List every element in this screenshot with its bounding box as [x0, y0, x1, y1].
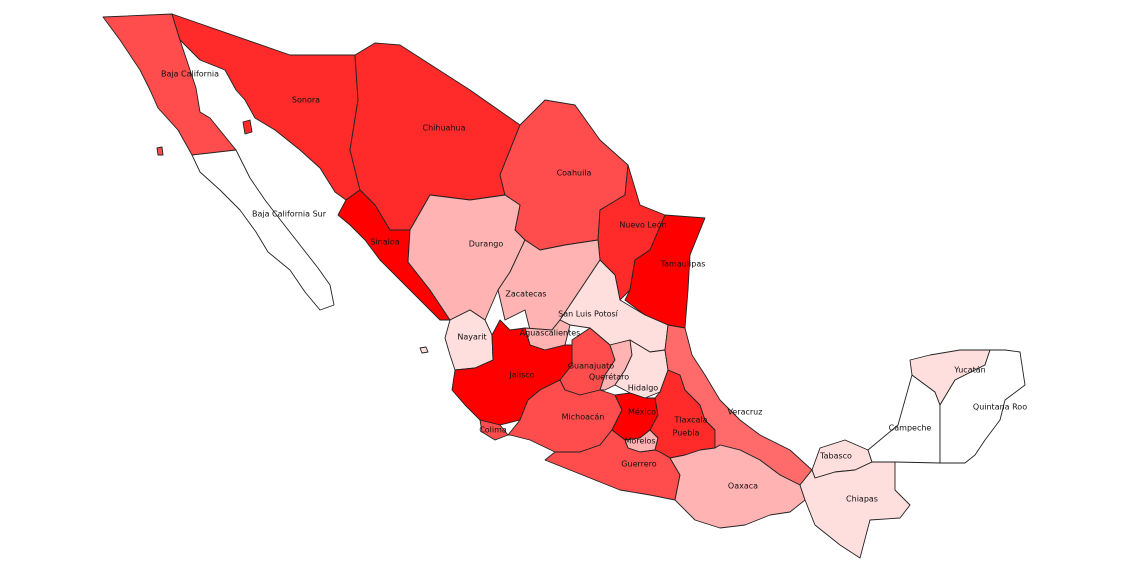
label-zacatecas: Zacatecas — [505, 290, 546, 299]
label-chihuahua: Chihuahua — [423, 124, 466, 133]
label-yucatan: Yucatán — [953, 366, 985, 375]
label-nayarit: Nayarit — [457, 333, 486, 342]
island-cedros — [156, 146, 164, 156]
label-campeche: Campeche — [889, 424, 932, 433]
state-colima[interactable] — [479, 419, 509, 441]
label-nuevo-leon: Nuevo León — [619, 220, 666, 230]
label-san-luis-potosi: San Luis Potosí — [558, 310, 619, 319]
label-mexico: México — [628, 407, 656, 417]
label-aguascalientes: Aguascalientes — [520, 329, 581, 338]
label-sinaloa: Sinaloa — [370, 238, 399, 247]
label-coahuila: Coahuila — [557, 169, 592, 178]
label-chiapas: Chiapas — [846, 495, 878, 504]
label-guerrero: Guerrero — [621, 460, 656, 469]
state-chiapas[interactable] — [799, 461, 911, 559]
label-hidalgo: Hidalgo — [628, 384, 659, 393]
label-sonora: Sonora — [292, 96, 320, 105]
label-durango: Durango — [469, 240, 504, 249]
state-sinaloa[interactable] — [337, 189, 451, 321]
label-tlaxcala: Tlaxcala — [673, 416, 707, 425]
label-morelos: Morelos — [624, 437, 655, 446]
state-guerrero[interactable] — [544, 429, 681, 501]
island-tiburon — [242, 119, 253, 135]
label-tamaulipas: Tamaulipas — [660, 260, 706, 269]
island-marias — [419, 346, 429, 354]
label-colima: Colima — [479, 426, 507, 435]
label-guanajuato: Guanajuato — [568, 362, 614, 371]
state-quintana-roo[interactable] — [939, 349, 1026, 464]
label-veracruz: Veracruz — [728, 408, 763, 417]
label-jalisco: Jalisco — [508, 371, 534, 380]
label-quintana-roo: Quintana Roo — [973, 403, 1027, 412]
label-baja-california: Baja California — [161, 70, 219, 79]
label-puebla: Puebla — [673, 429, 700, 438]
label-baja-california-sur: Baja California Sur — [252, 210, 327, 219]
label-queretaro: Querétaro — [589, 372, 629, 382]
label-oaxaca: Oaxaca — [728, 482, 758, 491]
state-baja-california-sur[interactable] — [191, 149, 335, 311]
label-michoacan: Michoacán — [562, 413, 605, 422]
label-tabasco: Tabasco — [819, 452, 852, 461]
